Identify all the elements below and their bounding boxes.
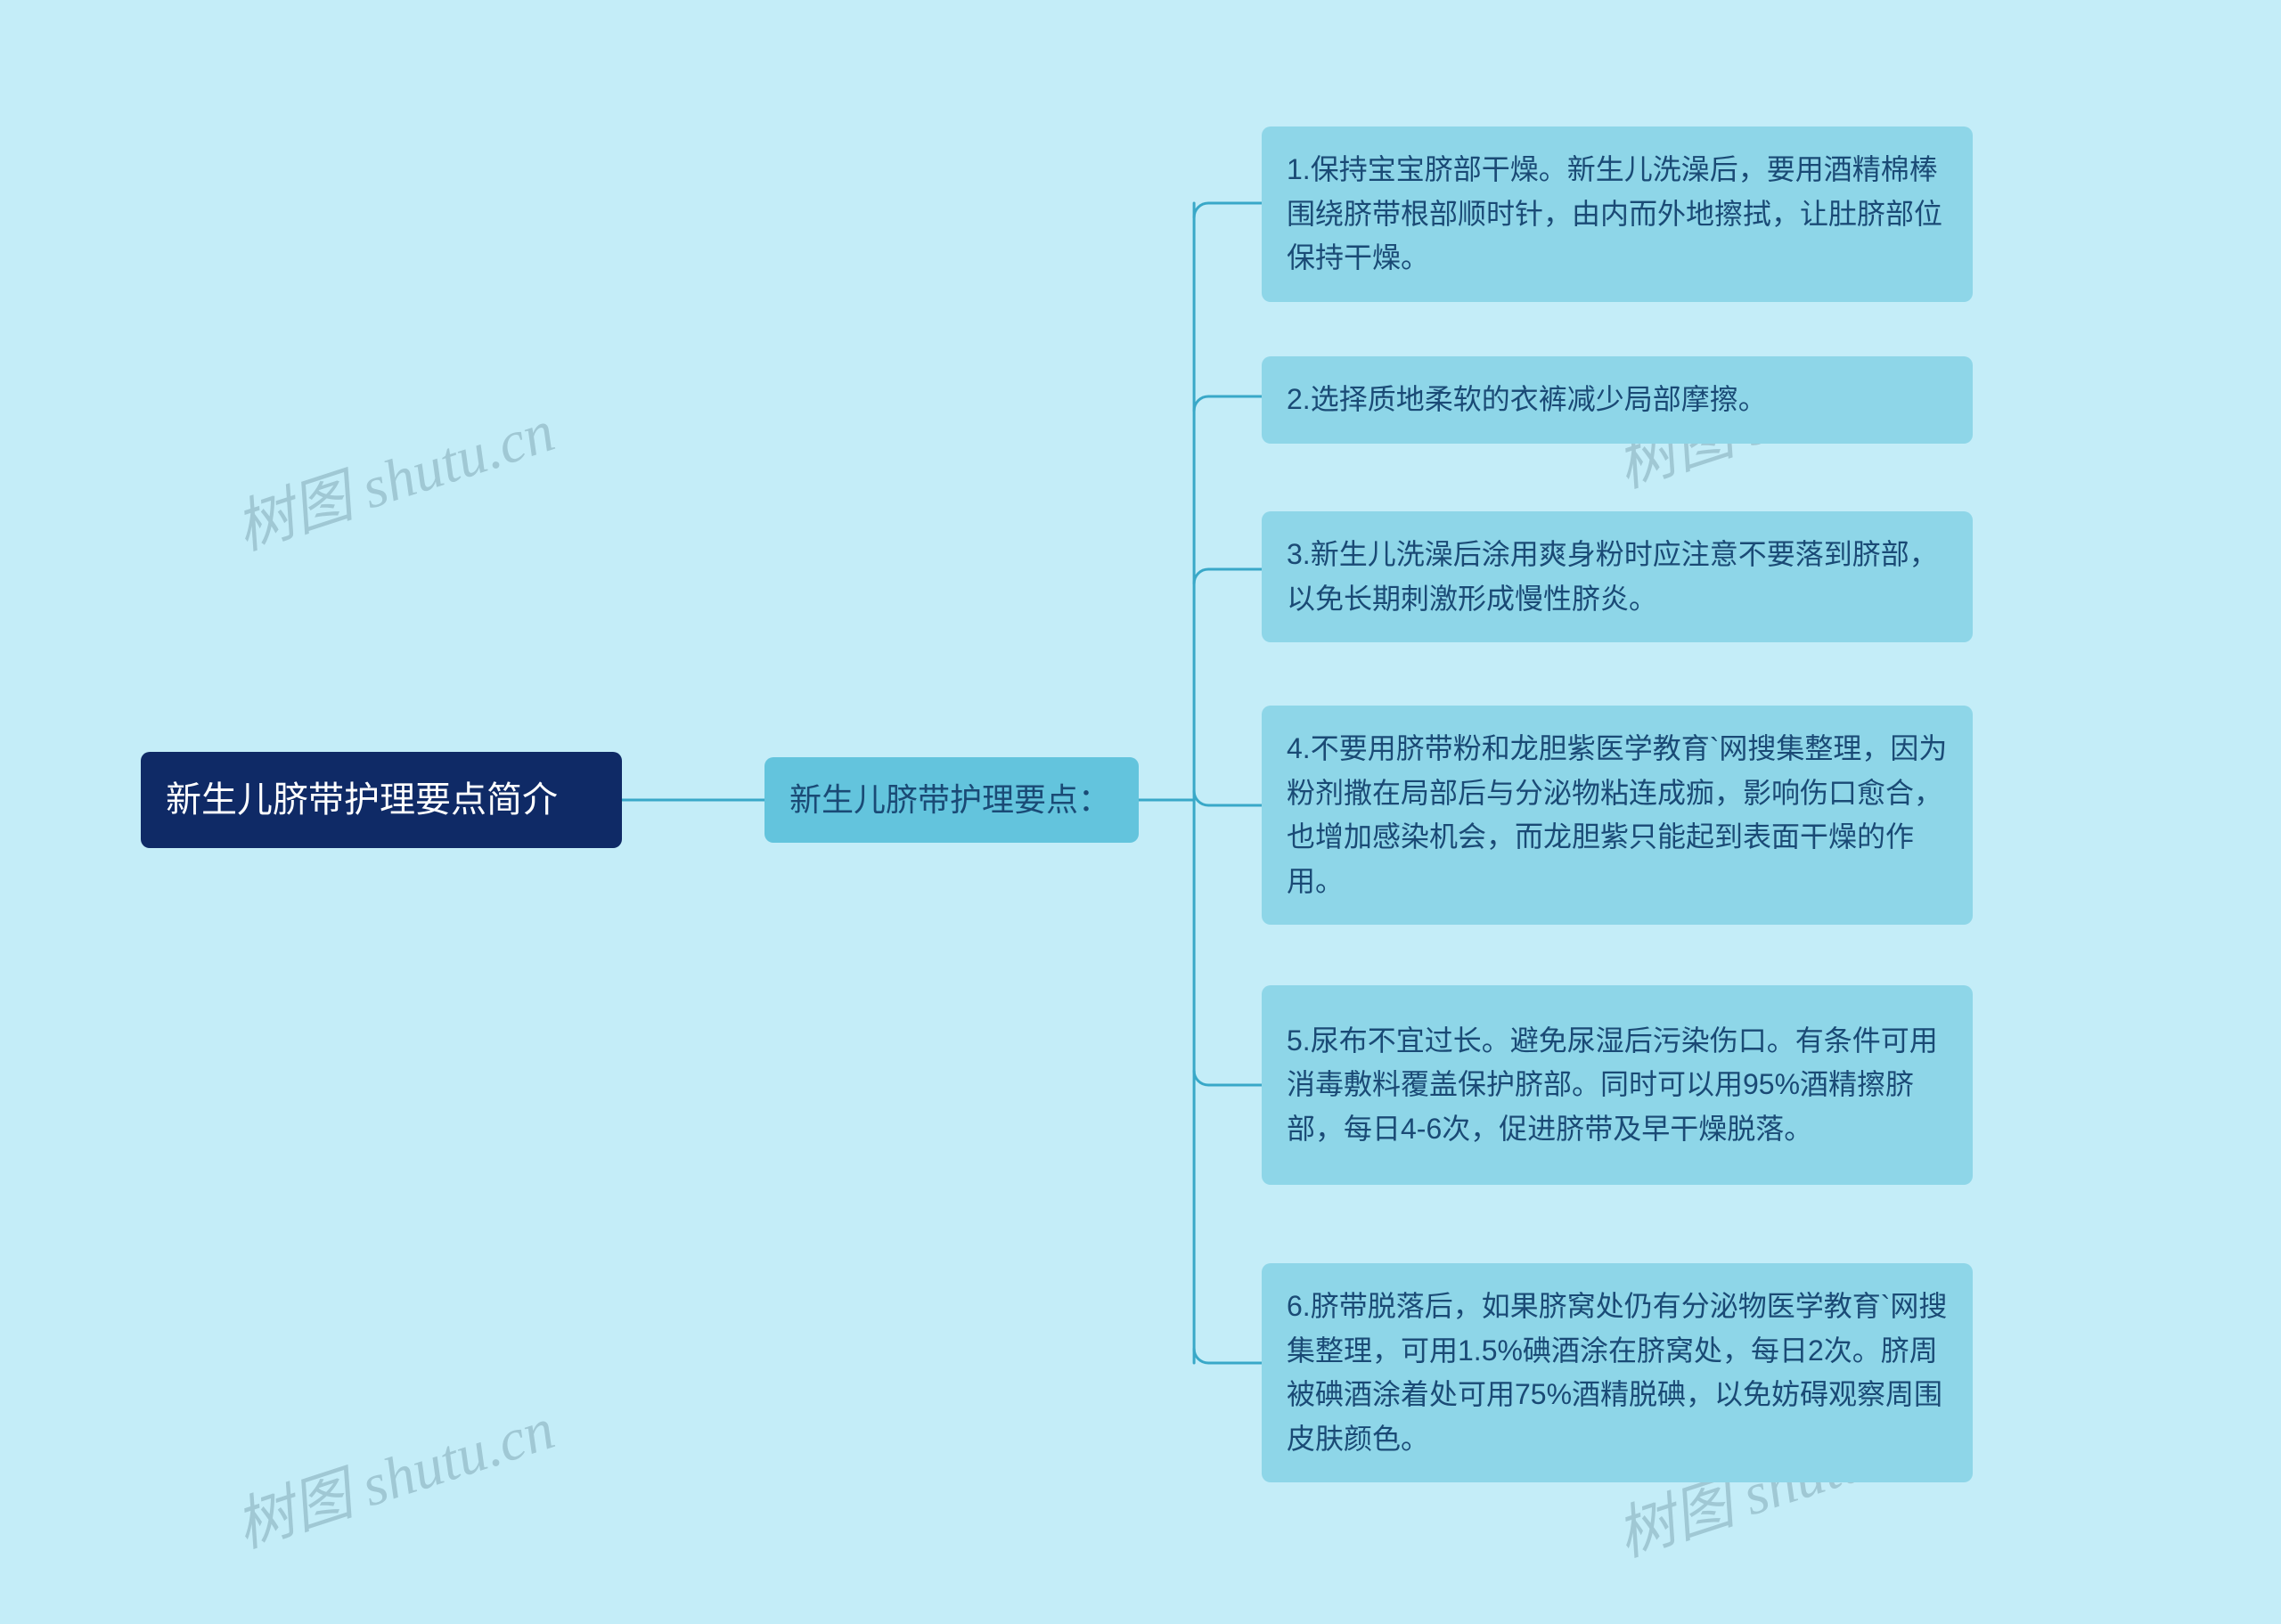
watermark: 树图 shutu.cn — [223, 1381, 563, 1564]
leaf-node[interactable]: 1.保持宝宝脐部干燥。新生儿洗澡后，要用酒精棉棒围绕脐带根部顺时针，由内而外地擦… — [1262, 126, 1973, 302]
watermark: 树图 shutu.cn — [223, 383, 563, 567]
leaf-node[interactable]: 4.不要用脐带粉和龙胆紫医学教育`网搜集整理，因为粉剂撒在局部后与分泌物粘连成痂… — [1262, 706, 1973, 925]
branch-node[interactable]: 新生儿脐带护理要点： — [764, 757, 1139, 843]
leaf-node[interactable]: 2.选择质地柔软的衣裤减少局部摩擦。 — [1262, 356, 1973, 444]
root-node[interactable]: 新生儿脐带护理要点简介 — [141, 752, 622, 848]
leaf-node[interactable]: 6.脐带脱落后，如果脐窝处仍有分泌物医学教育`网搜集整理，可用1.5%碘酒涂在脐… — [1262, 1263, 1973, 1482]
leaf-node[interactable]: 3.新生儿洗澡后涂用爽身粉时应注意不要落到脐部，以免长期刺激形成慢性脐炎。 — [1262, 511, 1973, 642]
leaf-node[interactable]: 5.尿布不宜过长。避免尿湿后污染伤口。有条件可用消毒敷料覆盖保护脐部。同时可以用… — [1262, 985, 1973, 1185]
mindmap-canvas: 树图 shutu.cn 树图 shutu.cn 树图 shutu.cn 树图 s… — [0, 0, 2281, 1624]
